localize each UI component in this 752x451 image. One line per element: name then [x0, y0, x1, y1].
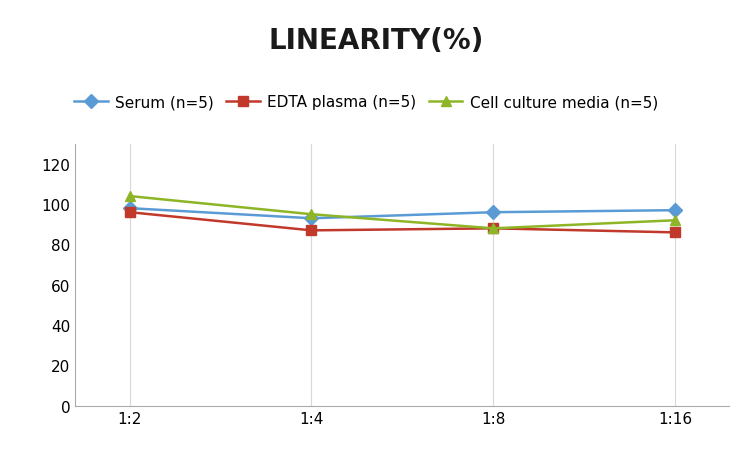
EDTA plasma (n=5) — [125, 210, 134, 216]
EDTA plasma (n=5) — [307, 228, 316, 234]
EDTA plasma (n=5) — [489, 226, 498, 231]
EDTA plasma (n=5) — [671, 230, 680, 235]
Serum (n=5) — [125, 206, 134, 212]
Serum (n=5) — [671, 208, 680, 213]
Line: Cell culture media (n=5): Cell culture media (n=5) — [125, 192, 680, 234]
Text: LINEARITY(%): LINEARITY(%) — [268, 27, 484, 55]
Cell culture media (n=5) — [489, 226, 498, 231]
Serum (n=5) — [307, 216, 316, 221]
Legend: Serum (n=5), EDTA plasma (n=5), Cell culture media (n=5): Serum (n=5), EDTA plasma (n=5), Cell cul… — [68, 89, 664, 116]
Cell culture media (n=5) — [671, 218, 680, 224]
Serum (n=5) — [489, 210, 498, 216]
Cell culture media (n=5) — [307, 212, 316, 217]
Line: EDTA plasma (n=5): EDTA plasma (n=5) — [125, 208, 680, 238]
Line: Serum (n=5): Serum (n=5) — [125, 204, 680, 224]
Cell culture media (n=5) — [125, 194, 134, 199]
